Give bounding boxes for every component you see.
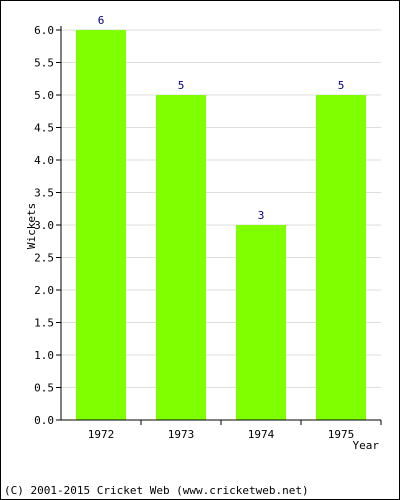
- y-tick-label: 0.5: [34, 382, 54, 395]
- x-tick-label: 1975: [328, 428, 355, 441]
- y-tick-label: 3.5: [34, 187, 54, 200]
- y-axis-label: Wickets: [25, 203, 38, 249]
- x-tick-label: 1973: [168, 428, 195, 441]
- y-tick-label: 3.0: [34, 219, 54, 232]
- y-tick-label: 1.0: [34, 349, 54, 362]
- y-tick-labels: 0.0 0.5 1.0 1.5 2.0 2.5 3.0 3.5 4.0 4.5 5.0 5.5 6.0: [34, 24, 61, 427]
- copyright-footer: (C) 2001-2015 Cricket Web (www.cricketwe…: [4, 484, 309, 497]
- data-label: 5: [338, 79, 345, 92]
- y-tick-label: 4.5: [34, 122, 54, 135]
- bar-1974: [236, 225, 286, 420]
- data-label: 3: [258, 209, 265, 222]
- y-tick-label: 6.0: [34, 24, 54, 37]
- bar-1973: [156, 95, 206, 420]
- bar-1972: [76, 30, 126, 420]
- data-label: 6: [98, 14, 105, 27]
- y-tick-label: 0.0: [34, 414, 54, 427]
- data-label: 5: [178, 79, 185, 92]
- y-tick-label: 4.0: [34, 154, 54, 167]
- y-tick-label: 2.5: [34, 252, 54, 265]
- x-tick-labels: 1972 1973 1974 1975: [88, 420, 382, 441]
- y-tick-label: 5.0: [34, 89, 54, 102]
- bars: [76, 30, 366, 420]
- x-axis-label: Year: [353, 439, 380, 452]
- data-labels: 6 5 3 5: [98, 14, 345, 222]
- y-tick-label: 1.5: [34, 317, 54, 330]
- x-tick-label: 1974: [248, 428, 275, 441]
- bar-1975: [316, 95, 366, 420]
- y-tick-label: 5.5: [34, 57, 54, 70]
- x-tick-label: 1972: [88, 428, 115, 441]
- y-tick-label: 2.0: [34, 284, 54, 297]
